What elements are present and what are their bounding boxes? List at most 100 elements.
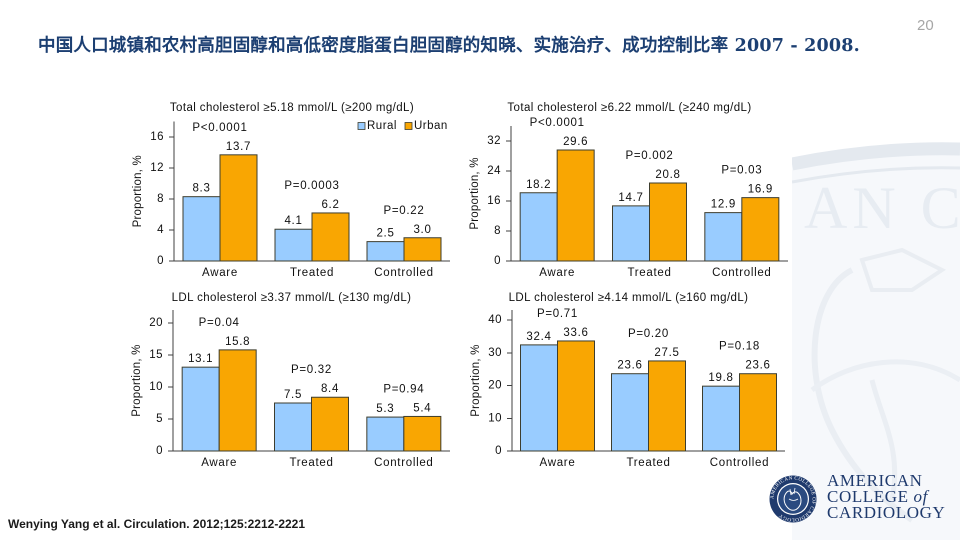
chart-title: Total cholesterol ≥6.22 mmol/L (≥240 mg/…	[507, 102, 751, 114]
logo-of: of	[913, 487, 928, 506]
y-tick-label: 15	[149, 349, 163, 361]
legend-swatch-urban	[404, 122, 413, 130]
data-label-rural-controlled: 19.8	[708, 372, 733, 384]
chart-title: LDL cholesterol ≥4.14 mmol/L (≥160 mg/dL…	[509, 292, 749, 304]
category-label-aware: Aware	[202, 267, 238, 279]
data-label-urban-treated: 6.2	[321, 199, 339, 211]
category-label-controlled: Controlled	[712, 267, 771, 279]
data-label-urban-aware: 33.6	[563, 327, 588, 339]
acc-seal-icon: AMERICAN COLLEGE OF CARDIOLOGY	[769, 475, 817, 523]
category-label-treated: Treated	[626, 457, 670, 469]
y-tick-label: 32	[487, 135, 501, 147]
watermark-inner-ring	[792, 166, 960, 184]
y-tick-label: 0	[157, 255, 164, 267]
watermark-heart-vessel	[810, 359, 960, 393]
y-tick-label: 24	[487, 165, 501, 177]
data-label-rural-controlled: 5.3	[376, 403, 394, 415]
bar-rural-treated	[612, 205, 650, 262]
p-value-label-treated: P=0.20	[628, 328, 669, 340]
y-tick-label: 16	[487, 195, 501, 207]
data-label-rural-treated: 4.1	[284, 215, 302, 227]
y-tick-label: 30	[488, 347, 502, 359]
seal-heart-icon	[783, 490, 802, 511]
slide-title: 中国人口城镇和农村高胆固醇和高低密度脂蛋白胆固醇的知晓、实施治疗、成功控制比率 …	[38, 36, 860, 56]
p-value-label-aware: P<0.0001	[192, 122, 247, 134]
y-tick-label: 0	[156, 445, 163, 457]
data-label-urban-aware: 15.8	[225, 336, 250, 348]
bar-rural-aware	[519, 192, 558, 262]
data-label-rural-aware: 13.1	[188, 353, 213, 365]
category-label-controlled: Controlled	[374, 267, 433, 279]
p-value-label-controlled: P=0.18	[719, 341, 760, 353]
bar-urban-controlled	[403, 415, 442, 452]
data-label-urban-treated: 27.5	[654, 347, 679, 359]
data-label-rural-treated: 7.5	[284, 389, 302, 401]
data-label-urban-aware: 29.6	[563, 136, 588, 148]
data-label-rural-aware: 32.4	[526, 331, 551, 343]
bar-urban-controlled	[739, 373, 777, 452]
category-label-controlled: Controlled	[374, 457, 433, 469]
bar-urban-controlled	[741, 197, 780, 262]
bar-rural-aware	[520, 344, 558, 452]
bar-urban-treated	[311, 396, 349, 452]
logo-line-cardiology: CARDIOLOGY	[827, 503, 946, 522]
seal-vessels	[788, 487, 799, 501]
y-tick-label: 40	[488, 314, 502, 326]
citation: Wenying Yang et al. Circulation. 2012;12…	[8, 517, 306, 531]
data-label-rural-controlled: 2.5	[376, 228, 394, 240]
bar-urban-aware	[556, 149, 595, 262]
bar-urban-treated	[648, 360, 686, 452]
y-tick-label: 12	[150, 162, 164, 174]
data-label-rural-treated: 14.7	[618, 192, 643, 204]
chart-title: LDL cholesterol ≥3.37 mmol/L (≥130 mg/dL…	[172, 292, 412, 304]
watermark-heart-top	[859, 247, 946, 292]
p-value-label-treated: P=0.002	[625, 150, 673, 162]
p-value-label-treated: P=0.0003	[284, 180, 339, 192]
legend: Rural Urban	[357, 120, 447, 132]
watermark-background	[792, 145, 960, 540]
bar-urban-aware	[218, 349, 257, 452]
bar-rural-treated	[274, 402, 312, 452]
p-value-label-controlled: P=0.22	[384, 205, 425, 217]
y-tick-label: 10	[488, 412, 502, 424]
y-tick-label: 4	[157, 224, 164, 236]
bar-rural-treated	[611, 373, 649, 452]
chart-ldl-chol-130: LDL cholesterol ≥3.37 mmol/L (≥130 mg/dL…	[131, 292, 450, 469]
y-tick-label: 8	[494, 225, 501, 237]
bar-rural-controlled	[366, 416, 405, 452]
data-label-urban-controlled: 3.0	[413, 224, 431, 236]
chart-title: Total cholesterol ≥5.18 mmol/L (≥200 mg/…	[170, 102, 414, 114]
logo-line-american: AMERICAN	[827, 471, 923, 490]
bar-urban-aware	[219, 154, 258, 262]
bar-rural-aware	[182, 196, 221, 262]
watermark-heart-artery	[869, 379, 898, 501]
category-label-controlled: Controlled	[710, 457, 769, 469]
y-tick-label: 16	[150, 131, 164, 143]
y-axis-title: Proportion, %	[470, 344, 482, 416]
p-value-label-treated: P=0.32	[291, 364, 332, 376]
y-tick-label: 10	[149, 381, 163, 393]
y-axis-title: Proportion, %	[132, 155, 144, 227]
bar-rural-controlled	[704, 212, 743, 262]
p-value-label-aware: P=0.04	[199, 317, 240, 329]
logo-college: COLLEGE	[827, 487, 909, 506]
page-number: 20	[917, 17, 934, 34]
bar-urban-controlled	[403, 237, 442, 262]
category-label-treated: Treated	[289, 457, 333, 469]
y-tick-label: 20	[488, 380, 502, 392]
data-label-urban-aware: 13.7	[226, 141, 251, 153]
y-tick-label: 20	[149, 317, 163, 329]
data-label-rural-controlled: 12.9	[711, 199, 736, 211]
bar-urban-aware	[557, 340, 595, 452]
chart-ldl-chol-160: LDL cholesterol ≥4.14 mmol/L (≥160 mg/dL…	[470, 292, 785, 469]
logo-line-college: COLLEGE of	[827, 487, 928, 506]
acc-seal-watermark-icon: AN C	[792, 142, 960, 540]
data-label-urban-controlled: 16.9	[748, 184, 773, 196]
seal-inner	[778, 484, 808, 514]
category-label-treated: Treated	[290, 267, 334, 279]
bar-urban-treated	[311, 212, 350, 262]
data-label-rural-aware: 8.3	[192, 183, 210, 195]
category-label-aware: Aware	[540, 457, 576, 469]
y-axis-title: Proportion, %	[131, 344, 143, 416]
